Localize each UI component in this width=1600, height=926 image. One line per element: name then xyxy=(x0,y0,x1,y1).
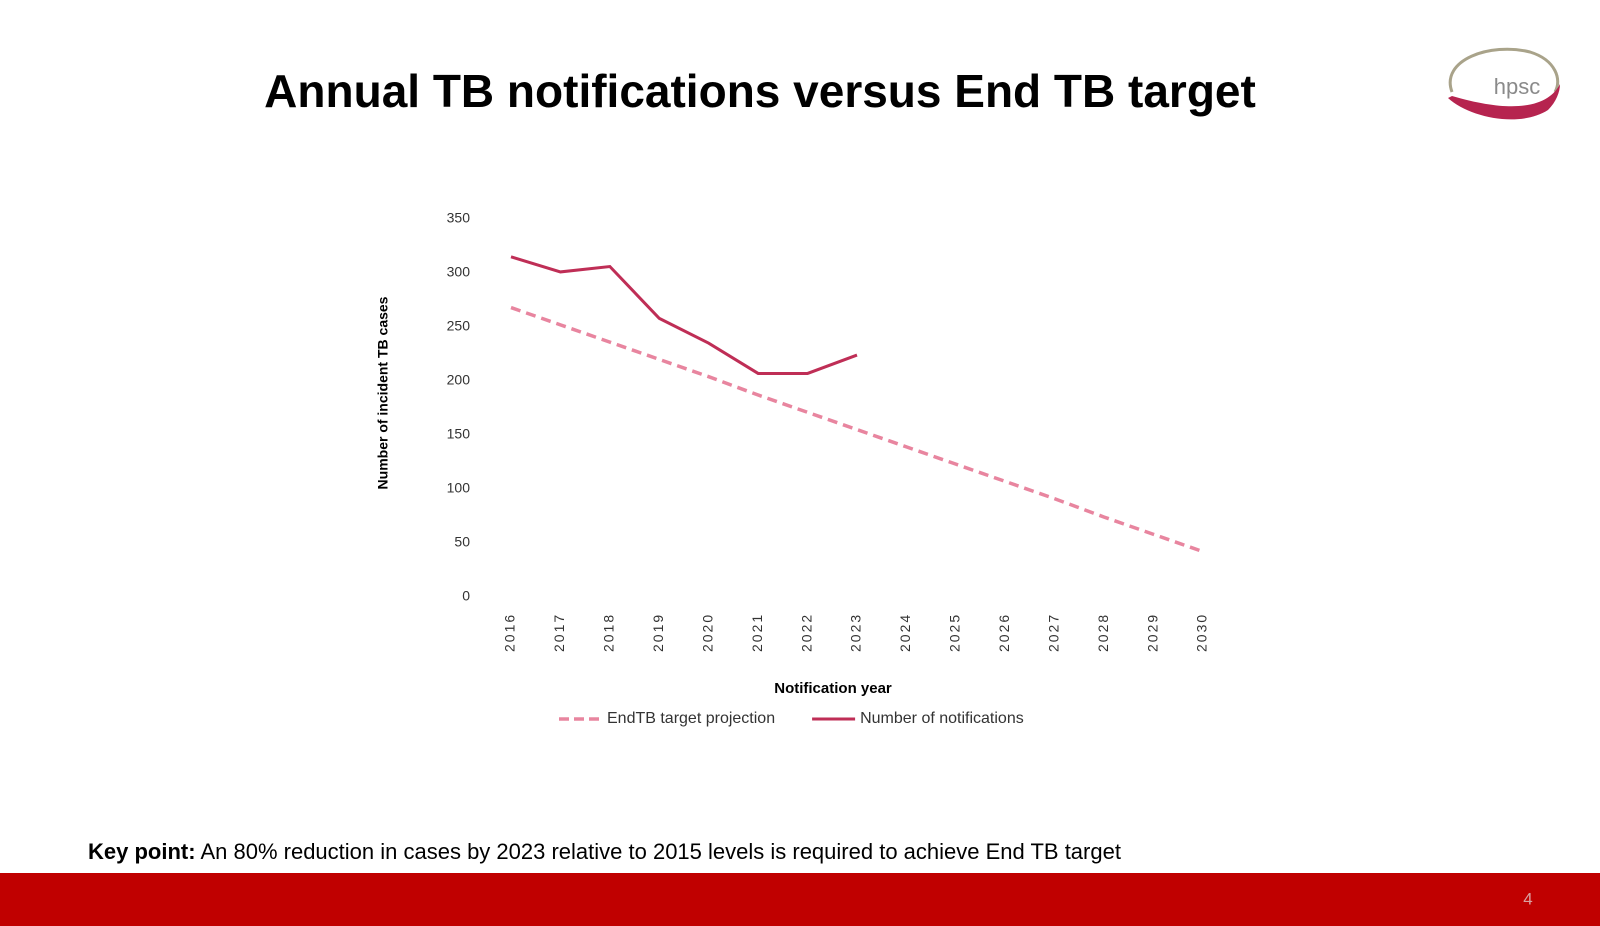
key-point: Key point: An 80% reduction in cases by … xyxy=(88,839,1121,864)
series-line xyxy=(510,305,1204,554)
y-tick-label: 150 xyxy=(447,426,471,442)
page-number: 4 xyxy=(1523,889,1532,908)
y-tick-label: 100 xyxy=(447,480,471,496)
legend-label: EndTB target projection xyxy=(607,710,775,727)
x-tick-label: 2021 xyxy=(749,613,765,652)
x-axis-title: Notification year xyxy=(774,680,892,697)
x-tick-label: 2019 xyxy=(650,613,666,652)
x-tick-label: 2024 xyxy=(897,613,913,652)
x-tick-label: 2030 xyxy=(1194,613,1210,652)
x-tick-label: 2017 xyxy=(551,613,567,652)
logo-text: hpsc xyxy=(1494,74,1540,99)
x-tick-label: 2029 xyxy=(1144,613,1160,652)
y-tick-label: 350 xyxy=(447,210,471,226)
series-line xyxy=(510,255,858,375)
footer-bar xyxy=(0,873,1600,926)
key-label: Key point: xyxy=(88,839,196,864)
logo-swoosh xyxy=(1448,47,1560,93)
y-axis-title: Number of incident TB cases xyxy=(375,296,391,489)
x-tick-label: 2020 xyxy=(699,613,715,652)
key-text: An 80% reduction in cases by 2023 relati… xyxy=(200,839,1120,864)
logo-swoosh xyxy=(1448,84,1560,120)
x-tick-label: 2027 xyxy=(1045,613,1061,652)
x-tick-label: 2022 xyxy=(798,613,814,652)
x-tick-label: 2023 xyxy=(848,613,864,652)
x-tick-label: 2025 xyxy=(947,613,963,652)
x-tick-label: 2026 xyxy=(996,613,1012,652)
chart-title: Annual TB notifications versus End TB ta… xyxy=(264,65,1256,117)
x-tick-label: 2018 xyxy=(601,613,617,652)
y-tick-label: 300 xyxy=(447,264,471,280)
y-tick-label: 200 xyxy=(447,372,471,388)
y-tick-label: 250 xyxy=(447,318,471,334)
y-tick-label: 50 xyxy=(454,534,470,550)
y-tick-label: 0 xyxy=(462,588,470,604)
x-tick-label: 2028 xyxy=(1095,613,1111,652)
logo: hpsc xyxy=(1448,47,1560,120)
legend-label: Number of notifications xyxy=(860,710,1024,727)
x-tick-label: 2016 xyxy=(502,613,518,652)
